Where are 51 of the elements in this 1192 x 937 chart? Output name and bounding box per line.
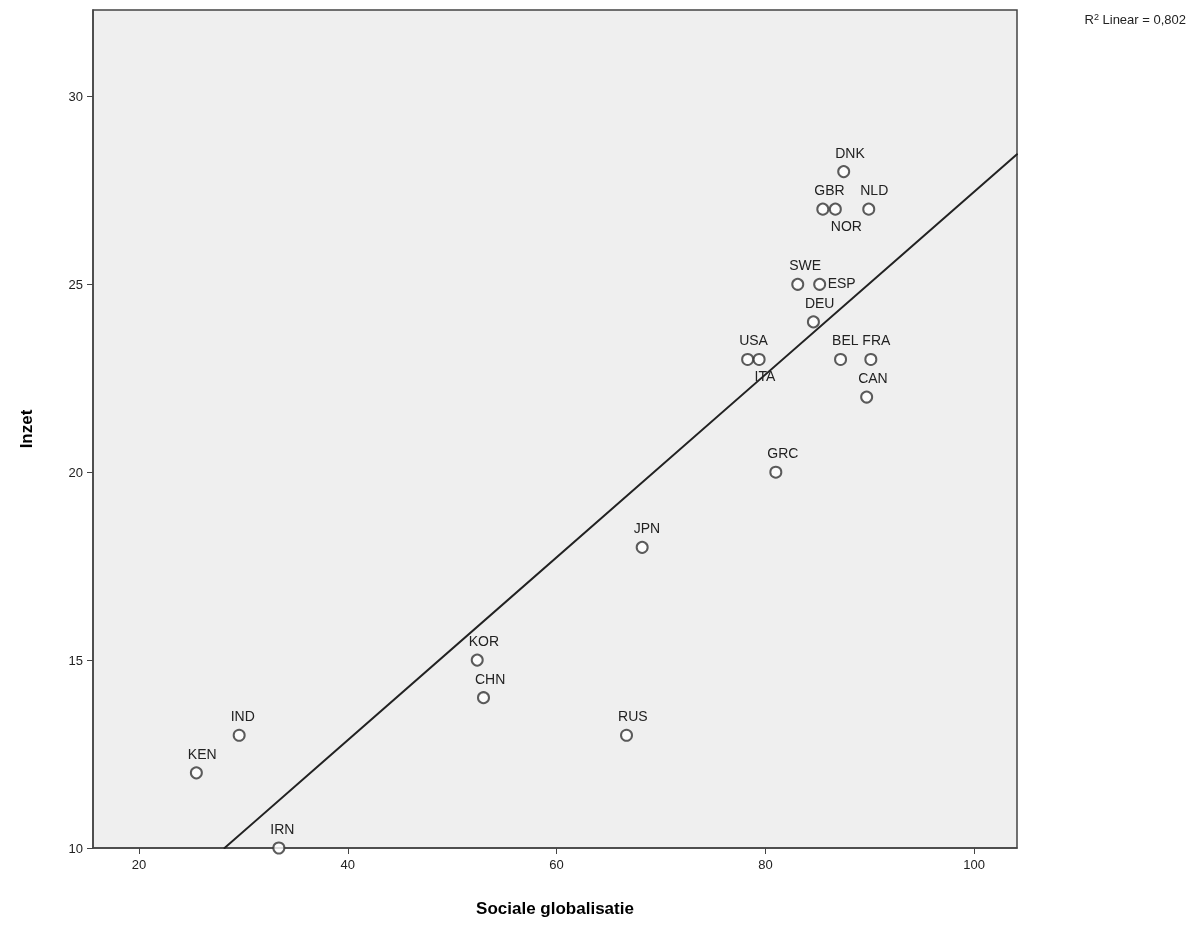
point [862,202,876,216]
point [635,540,649,554]
y-tick-label: 30 [68,88,83,104]
y-tick-label: 10 [68,840,83,856]
y-tick-label: 15 [68,652,83,668]
annotation: CAN [858,370,888,387]
point [752,352,766,366]
point [806,315,820,329]
annotation: KEN [187,745,217,762]
annotation: ESP [827,275,856,292]
point [769,465,783,479]
annotation: GRC [767,445,799,462]
annotation: KOR [468,633,500,650]
y-tick-label: 20 [68,464,83,480]
point [476,691,490,705]
x-tick-label: 80 [758,857,773,872]
annotation: FRA [862,332,891,349]
x-tick-label: 60 [549,857,564,872]
point [828,202,842,216]
point [470,653,484,667]
point [189,766,203,780]
x-tick-label: 100 [963,857,986,872]
x-axis-title: Sociale globalisatie [476,899,634,918]
annotation: IRN [270,821,295,837]
y-tick-label: 25 [68,276,83,292]
annotation: JPN [633,520,661,537]
point [741,352,755,366]
point [232,728,246,742]
annotation: BEL [832,332,859,349]
point [813,277,827,291]
annotation: IND [230,708,255,725]
point [834,352,848,366]
point [816,202,830,216]
point [864,352,878,366]
point [837,165,851,179]
annotation: SWE [789,257,822,274]
annotation: NOR [830,218,862,235]
point [791,277,805,291]
annotation: CHN [474,670,506,687]
annotation: DNK [835,144,866,161]
annotation: RUS [618,708,648,725]
point [620,728,634,742]
point [860,390,874,404]
x-tick-label: 40 [340,857,355,872]
point [272,841,286,855]
y-axis-title: Inzet [17,409,36,449]
annotation: USA [739,332,769,349]
x-tick-label: 20 [131,857,147,872]
annotation: NLD [860,182,889,199]
annotation: GBR [814,182,845,199]
annotation: DEU [804,294,835,311]
